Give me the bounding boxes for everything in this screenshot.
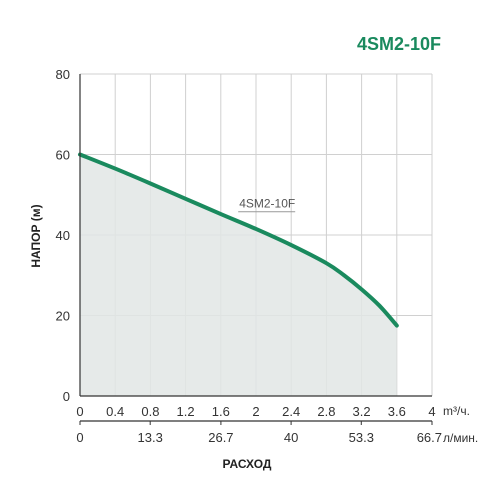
x2-tick-label: 66.7	[417, 430, 442, 445]
x2-tick-label: 13.3	[138, 430, 163, 445]
y-tick-label: 20	[56, 309, 70, 324]
x-tick-label: 0.4	[106, 404, 124, 419]
series-label-group: 4SM2-10F	[238, 197, 295, 213]
x2-tick-label: 0	[76, 430, 83, 445]
x2-unit-label: л/мин.	[443, 431, 478, 445]
x-tick-label: 3.2	[353, 404, 371, 419]
y-tick-labels: 0 20 40 60 80	[56, 67, 70, 404]
x-tick-label: 0.8	[141, 404, 159, 419]
y-tick-label: 60	[56, 148, 70, 163]
area-fill	[80, 154, 397, 396]
y-tick-label: 40	[56, 228, 70, 243]
x-tick-label: 0	[76, 404, 83, 419]
y-tick-label: 80	[56, 67, 70, 82]
x-tick-label: 1.2	[177, 404, 195, 419]
x-tick-label: 2.4	[282, 404, 300, 419]
x-unit-label: m³/ч.	[443, 404, 470, 418]
x2-tick-labels: 0 13.3 26.7 40 53.3 66.7	[76, 430, 442, 445]
x-tick-label: 2	[252, 404, 259, 419]
y-axis-title: НАПОР (м)	[29, 204, 43, 267]
series-label: 4SM2-10F	[239, 197, 295, 211]
x-tick-label: 1.6	[212, 404, 230, 419]
x-tick-label: 4	[428, 404, 435, 419]
x-tick-labels: 0 0.4 0.8 1.2 1.6 2 2.4 2.8 3.2 3.6 4	[76, 404, 435, 419]
x2-tick-label: 40	[284, 430, 298, 445]
chart-title: 4SM2-10F	[357, 34, 441, 54]
x2-tick-label: 26.7	[208, 430, 233, 445]
y-tick-label: 0	[63, 389, 70, 404]
axes	[79, 74, 433, 425]
x-tick-label: 3.6	[388, 404, 406, 419]
series-line	[78, 152, 399, 328]
x-axis-title: РАСХОД	[223, 457, 272, 471]
x-tick-label: 2.8	[317, 404, 335, 419]
x2-tick-label: 53.3	[349, 430, 374, 445]
